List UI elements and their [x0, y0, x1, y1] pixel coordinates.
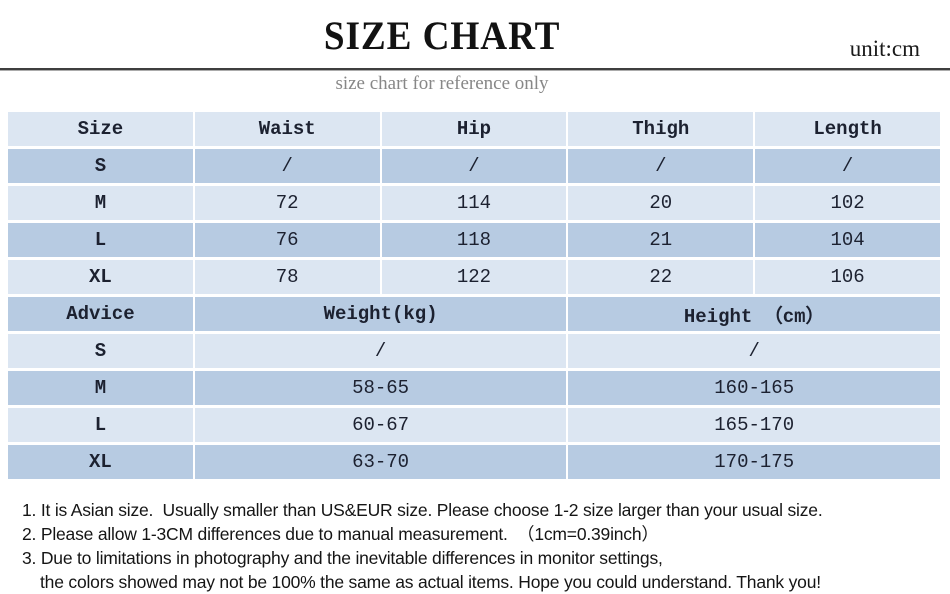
table-cell: /	[381, 149, 567, 183]
size-label-cell: M	[8, 186, 193, 220]
header-divider	[0, 68, 950, 71]
note-line-2: 2. Please allow 1-3CM differences due to…	[22, 524, 659, 544]
table-cell: 22	[568, 260, 754, 294]
table-cell: 60-67	[194, 408, 567, 442]
table-cell: /	[194, 334, 567, 368]
table-cell: 72	[194, 186, 380, 220]
table-row: S / / / /	[8, 149, 940, 183]
table-cell: /	[568, 149, 754, 183]
table-row: M 72 114 20 102	[8, 186, 940, 220]
table-cell: 78	[194, 260, 380, 294]
table-cell: 58-65	[194, 371, 567, 405]
table-row: L 76 118 21 104	[8, 223, 940, 257]
column-header-thigh: Thigh	[568, 112, 754, 146]
table-cell: 170-175	[568, 445, 940, 479]
size-chart-table: Size Waist Hip Thigh Length S / / / / M …	[6, 109, 942, 482]
note-line-3: 3. Due to limitations in photography and…	[22, 548, 663, 568]
table-cell: 20	[568, 186, 754, 220]
column-header-waist: Waist	[194, 112, 380, 146]
column-header-size: Size	[8, 112, 193, 146]
advice-header-row: Advice Weight(kg) Height （cm）	[8, 297, 940, 331]
subtitle-wrap: size chart for reference only	[0, 73, 884, 97]
table-cell: 106	[755, 260, 940, 294]
table-cell: 76	[194, 223, 380, 257]
title-wrap: SIZE CHART	[0, 14, 884, 58]
size-label-cell: L	[8, 223, 193, 257]
table-cell: /	[194, 149, 380, 183]
table-cell: 63-70	[194, 445, 567, 479]
table-row: S / /	[8, 334, 940, 368]
measurements-header-row: Size Waist Hip Thigh Length	[8, 112, 940, 146]
table-row: XL 63-70 170-175	[8, 445, 940, 479]
column-header-hip: Hip	[381, 112, 567, 146]
table-cell: /	[755, 149, 940, 183]
table-row: XL 78 122 22 106	[8, 260, 940, 294]
table-cell: 160-165	[568, 371, 940, 405]
table-cell: 104	[755, 223, 940, 257]
size-label-cell: XL	[8, 260, 193, 294]
size-label-cell: S	[8, 334, 193, 368]
table-cell: /	[568, 334, 940, 368]
size-label-cell: XL	[8, 445, 193, 479]
page-title: SIZE CHART	[323, 13, 561, 58]
footnotes: 1. It is Asian size. Usually smaller tha…	[22, 498, 950, 594]
table-cell: 102	[755, 186, 940, 220]
column-header-length: Length	[755, 112, 940, 146]
size-label-cell: L	[8, 408, 193, 442]
note-line-1: 1. It is Asian size. Usually smaller tha…	[22, 500, 823, 520]
note-line-3-continued: the colors showed may not be 100% the sa…	[40, 572, 821, 592]
table-row: L 60-67 165-170	[8, 408, 940, 442]
table-row: M 58-65 160-165	[8, 371, 940, 405]
header: SIZE CHART unit:cm	[0, 0, 950, 68]
table-cell: 21	[568, 223, 754, 257]
table-cell: 114	[381, 186, 567, 220]
table-cell: 122	[381, 260, 567, 294]
table-cell: 118	[381, 223, 567, 257]
unit-label: unit:cm	[849, 36, 920, 61]
subtitle: size chart for reference only	[335, 73, 549, 94]
size-label-cell: M	[8, 371, 193, 405]
column-header-height: Height （cm）	[568, 297, 940, 331]
size-label-cell: S	[8, 149, 193, 183]
column-header-weight: Weight(kg)	[194, 297, 567, 331]
table-cell: 165-170	[568, 408, 940, 442]
column-header-advice: Advice	[8, 297, 193, 331]
